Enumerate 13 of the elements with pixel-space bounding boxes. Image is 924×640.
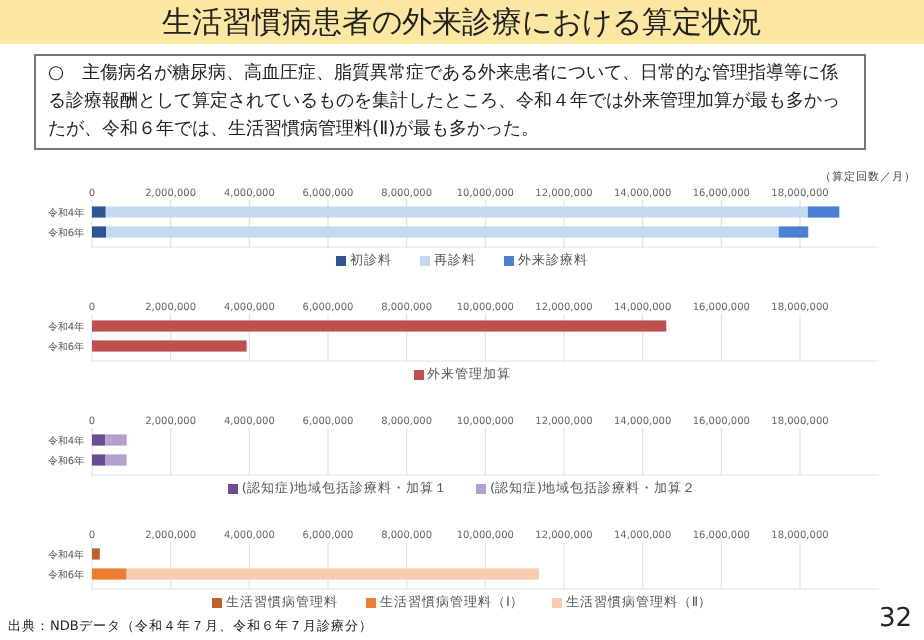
text: 32 (878, 604, 912, 634)
bar (92, 226, 107, 238)
bar (104, 454, 127, 466)
bar (778, 226, 809, 238)
bar (106, 226, 779, 238)
bar (92, 434, 106, 446)
bar (92, 206, 106, 218)
bar (105, 434, 127, 446)
chart-title: 生活習慣病患者の外来診療における算定状況 (0, 0, 924, 44)
bar (807, 206, 840, 218)
bar (105, 206, 808, 218)
bar (92, 454, 105, 466)
chart-subtitle: ○ 主傷病名が糖尿病、高血圧症、脂質異常症である外来患者について、日常的な管理指導等に係る診療報酬として算定されているものを集計したところ、令和４年では外来管理加算が最も多かったが、令和６年では、生活習慣病管理料(Ⅱ)が最も多かった。 (34, 54, 866, 150)
